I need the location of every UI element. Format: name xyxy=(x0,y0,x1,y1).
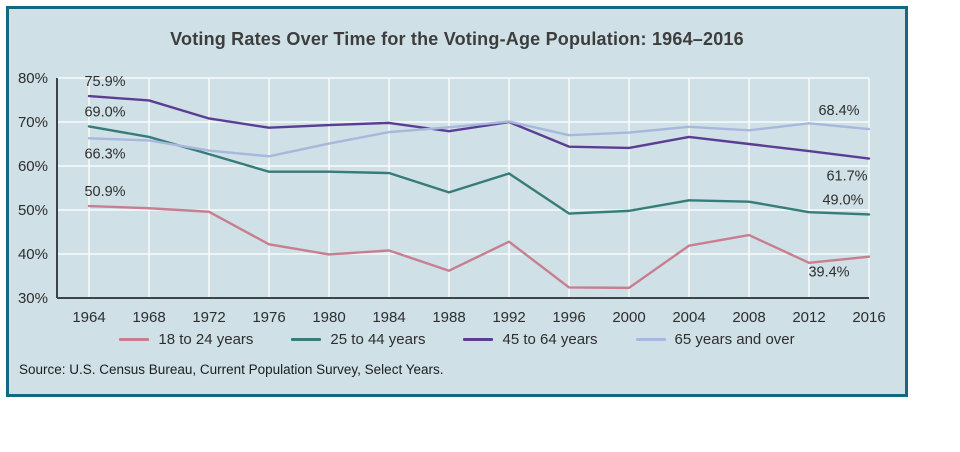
legend-item: 65 years and over xyxy=(635,331,795,348)
svg-text:1996: 1996 xyxy=(552,309,585,326)
chart-panel: Voting Rates Over Time for the Voting-Ag… xyxy=(6,6,908,397)
svg-text:1972: 1972 xyxy=(192,309,225,326)
svg-text:70%: 70% xyxy=(18,114,48,131)
svg-text:1980: 1980 xyxy=(312,309,345,326)
svg-text:75.9%: 75.9% xyxy=(84,74,125,90)
svg-text:39.4%: 39.4% xyxy=(808,265,849,281)
svg-text:1968: 1968 xyxy=(132,309,165,326)
chart-title: Voting Rates Over Time for the Voting-Ag… xyxy=(170,29,744,49)
line-chart-svg: 30% 40% 50% 60% 70% 80% 1964 1968 1972 1976 1980 19… xyxy=(18,70,886,326)
svg-text:40%: 40% xyxy=(18,246,48,263)
svg-text:1984: 1984 xyxy=(372,309,405,326)
legend-item: 18 to 24 years xyxy=(119,331,253,348)
svg-text:1988: 1988 xyxy=(432,309,465,326)
legend-item: 45 to 64 years xyxy=(463,331,598,348)
chart-legend: 18 to 24 years 25 to 44 years 45 to 64 yea… xyxy=(9,331,905,348)
legend-label: 18 to 24 years xyxy=(158,331,254,348)
legend-swatch xyxy=(635,338,666,341)
svg-text:50%: 50% xyxy=(18,202,48,219)
legend-swatch xyxy=(291,338,322,341)
legend-label: 25 to 44 years xyxy=(330,331,426,348)
svg-text:2012: 2012 xyxy=(792,309,825,326)
legend-swatch xyxy=(119,338,150,341)
legend-label: 65 years and over xyxy=(674,331,795,348)
svg-text:80%: 80% xyxy=(18,70,48,87)
svg-text:1992: 1992 xyxy=(492,309,525,326)
svg-text:2016: 2016 xyxy=(852,309,885,326)
svg-text:66.3%: 66.3% xyxy=(84,146,125,162)
chart-area: 30% 40% 50% 60% 70% 80% 1964 1968 1972 1976 1980 19… xyxy=(17,62,905,327)
svg-text:2004: 2004 xyxy=(672,309,705,326)
svg-text:68.4%: 68.4% xyxy=(818,103,859,119)
svg-text:50.9%: 50.9% xyxy=(84,184,125,200)
svg-text:1976: 1976 xyxy=(252,309,285,326)
svg-text:2008: 2008 xyxy=(732,309,765,326)
svg-text:69.0%: 69.0% xyxy=(84,104,125,120)
svg-text:2000: 2000 xyxy=(612,309,645,326)
svg-text:1964: 1964 xyxy=(72,309,105,326)
legend-label: 45 to 64 years xyxy=(502,331,598,348)
source-note: Source: U.S. Census Bureau, Current Popu… xyxy=(19,362,444,377)
svg-text:30%: 30% xyxy=(18,290,48,307)
svg-text:60%: 60% xyxy=(18,158,48,175)
svg-text:49.0%: 49.0% xyxy=(822,192,863,208)
svg-text:61.7%: 61.7% xyxy=(826,169,867,185)
legend-swatch xyxy=(463,338,494,341)
legend-item: 25 to 44 years xyxy=(291,331,425,348)
